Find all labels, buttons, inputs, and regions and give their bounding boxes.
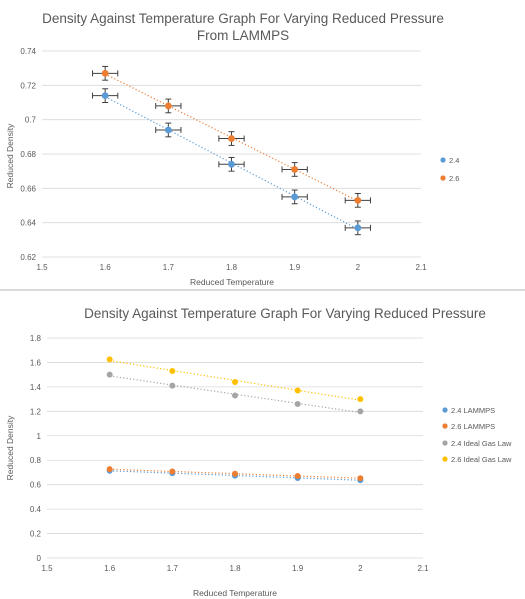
y-tick-label: 1.8 xyxy=(30,334,42,343)
x-tick-label: 1.9 xyxy=(292,564,304,573)
y-tick-label: 1.4 xyxy=(30,383,42,392)
legend-label-2.4-ideal-gas-law: 2.4 Ideal Gas Law xyxy=(451,439,512,448)
legend-label-2.4-lammps: 2.4 LAMMPS xyxy=(451,406,495,415)
legend-marker-2.6 xyxy=(440,175,446,181)
y-tick-label: 0.72 xyxy=(20,81,36,90)
error-bars xyxy=(92,65,371,236)
y-tick-label: 0.68 xyxy=(20,150,36,159)
data-point xyxy=(169,468,176,475)
y-tick-label: 0.64 xyxy=(20,219,36,228)
x-tick-label: 1.7 xyxy=(167,564,179,573)
legend-label-2.6: 2.6 xyxy=(449,174,459,183)
y-tick-label: 1.6 xyxy=(30,358,42,367)
x-tick-label: 2 xyxy=(358,564,363,573)
y-axis-label: Reduced Density xyxy=(5,123,15,188)
x-tick-label: 1.7 xyxy=(163,263,175,272)
data-point xyxy=(354,196,362,204)
x-tick-label: 1.6 xyxy=(100,263,112,272)
chart-panel-top: 0.62 0.64 0.66 0.68 0.7 0.72 0.74 1.5 1.6 1.7 1.8 1… xyxy=(0,0,525,288)
tick-labels: 0 0.2 0.4 0.6 0.8 1 1.2 1.4 1.6 1.8 1.5 1.6 1.7 1.8 1.… xyxy=(30,334,429,573)
legend-marker-2.4 xyxy=(440,157,446,163)
trendline xyxy=(104,73,359,202)
legend: 2.4 2.6 xyxy=(440,156,459,183)
chart-subtitle: From LAMMPS xyxy=(197,28,289,43)
data-point xyxy=(232,379,238,385)
data-point xyxy=(169,368,176,374)
y-tick-label: 0.66 xyxy=(20,184,36,193)
tick-labels: 0.62 0.64 0.66 0.68 0.7 0.72 0.74 1.5 1.6 1.7 1.8 1… xyxy=(20,47,427,272)
legend-marker-2.4-lammps xyxy=(442,407,448,413)
trendlines xyxy=(104,73,359,230)
data-point xyxy=(164,126,172,134)
y-tick-label: 0 xyxy=(37,554,42,563)
chart-title: Density Against Temperature Graph For Va… xyxy=(84,306,486,321)
data-point xyxy=(232,392,238,399)
chart-panel-bottom: 0 0.2 0.4 0.6 0.8 1 1.2 1.4 1.6 1.8 1.5 1.6 1.7 1.8 1.… xyxy=(0,293,525,599)
x-tick-label: 2.1 xyxy=(417,564,429,573)
y-tick-label: 1 xyxy=(37,432,42,441)
data-point xyxy=(294,401,301,407)
data-point xyxy=(357,408,364,415)
trendline xyxy=(109,468,361,479)
data-point xyxy=(101,92,109,100)
y-tick-label: 0.6 xyxy=(30,481,42,490)
y-axis-label: Reduced Density xyxy=(5,415,15,480)
x-tick-label: 1.5 xyxy=(36,263,48,272)
y-tick-label: 0.62 xyxy=(20,253,36,262)
data-point xyxy=(106,466,113,473)
x-tick-label: 1.5 xyxy=(41,564,53,573)
y-tick-label: 0.74 xyxy=(20,47,36,56)
data-point xyxy=(294,387,301,394)
data-point xyxy=(357,396,364,403)
legend: 2.4 LAMMPS 2.6 LAMMPS 2.4 Ideal Gas Law … xyxy=(442,406,512,464)
data-points xyxy=(101,69,362,232)
y-tick-label: 0.4 xyxy=(30,505,42,514)
data-point xyxy=(106,356,113,363)
data-point xyxy=(354,224,362,232)
data-point xyxy=(101,69,109,77)
chart-title: Density Against Temperature Graph For Va… xyxy=(42,11,444,26)
legend-label-2.4: 2.4 xyxy=(449,156,459,165)
y-tick-label: 1.2 xyxy=(30,407,42,416)
data-point xyxy=(228,135,235,142)
legend-marker-2.4-ideal-gas-law xyxy=(442,440,448,446)
x-tick-label: 1.8 xyxy=(229,564,241,573)
legend-marker-2.6-lammps xyxy=(442,423,448,429)
y-tick-label: 0.7 xyxy=(25,116,37,125)
chart-top: 0.62 0.64 0.66 0.68 0.7 0.72 0.74 1.5 1.6 1.7 1.8 1… xyxy=(5,11,459,287)
x-tick-label: 1.6 xyxy=(104,564,116,573)
grid xyxy=(47,337,423,559)
chart-bottom: 0 0.2 0.4 0.6 0.8 1 1.2 1.4 1.6 1.8 1.5 1.6 1.7 1.8 1.… xyxy=(5,306,512,598)
x-axis-label: Reduced Temperature xyxy=(193,588,277,598)
data-point xyxy=(357,475,364,482)
panel-divider xyxy=(0,289,525,291)
trendlines xyxy=(109,360,361,481)
y-tick-label: 0.2 xyxy=(30,530,42,539)
data-point xyxy=(228,160,235,168)
data-point xyxy=(291,193,299,201)
data-points xyxy=(106,356,364,484)
trendline xyxy=(109,470,361,481)
x-tick-label: 1.9 xyxy=(289,263,301,272)
legend-marker-2.6-ideal-gas-law xyxy=(442,456,448,462)
data-point xyxy=(291,166,299,173)
x-tick-label: 1.8 xyxy=(226,263,238,272)
data-point xyxy=(164,102,172,110)
x-tick-label: 2.1 xyxy=(415,263,427,272)
data-point xyxy=(294,472,301,479)
data-point xyxy=(232,470,238,477)
y-tick-label: 0.8 xyxy=(30,456,42,465)
data-point xyxy=(106,371,113,378)
x-axis-label: Reduced Temperature xyxy=(190,277,274,287)
legend-label-2.6-ideal-gas-law: 2.6 Ideal Gas Law xyxy=(451,455,512,464)
grid xyxy=(42,50,421,258)
data-point xyxy=(169,382,176,389)
legend-label-2.6-lammps: 2.6 LAMMPS xyxy=(451,422,495,431)
x-tick-label: 2 xyxy=(356,263,361,272)
